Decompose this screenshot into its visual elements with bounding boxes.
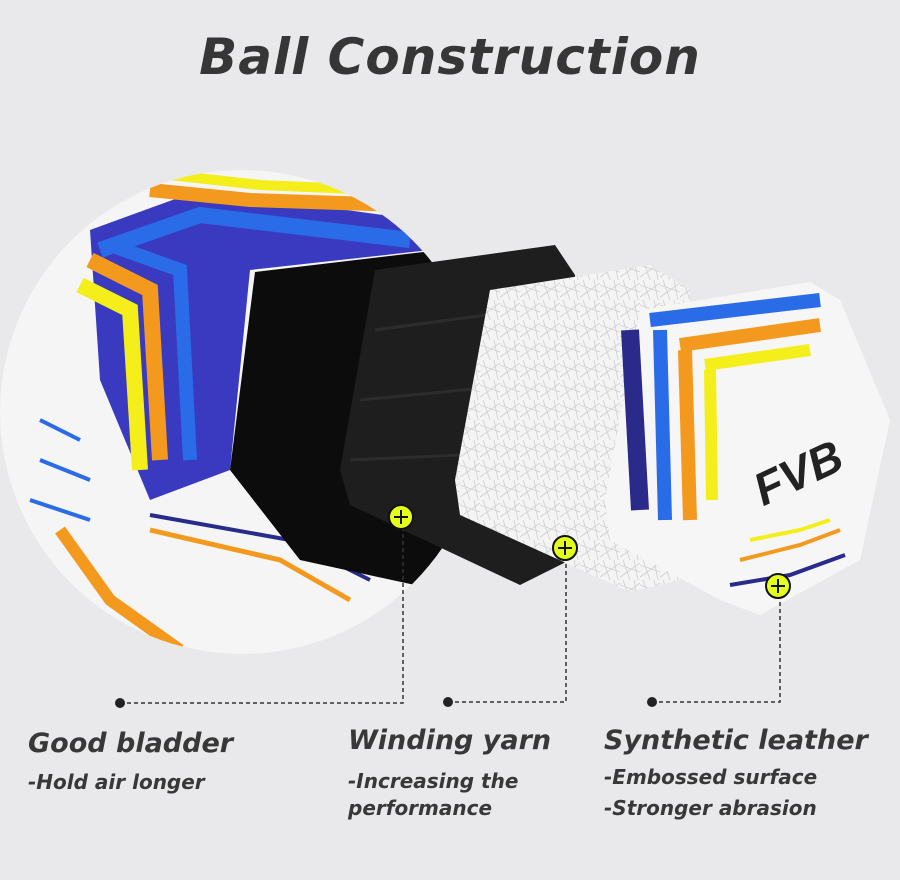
leather-desc-1: -Embossed surface: [604, 765, 818, 789]
leather-label: Synthetic leather -Embossed surface -Str…: [604, 725, 868, 822]
bladder-label: Good bladder -Hold air longer: [28, 728, 233, 796]
leader-dot: [443, 697, 453, 707]
yarn-label: Winding yarn -Increasing the performance: [348, 725, 551, 822]
yarn-desc-2: performance: [348, 796, 493, 820]
plus-marker-icon: [552, 535, 578, 561]
plus-marker-icon: [765, 573, 791, 599]
leather-desc-2: -Stronger abrasion: [604, 796, 817, 820]
bladder-title: Good bladder: [28, 728, 234, 759]
synthetic-leather-patch: FVB: [605, 282, 890, 615]
leader-dot: [647, 697, 657, 707]
leader-lines: [120, 530, 781, 704]
plus-marker-icon: [388, 504, 414, 530]
yarn-desc-1: -Increasing the: [348, 769, 519, 793]
page-title: Ball Construction: [199, 28, 701, 86]
bladder-desc: -Hold air longer: [28, 770, 205, 794]
yarn-title: Winding yarn: [348, 725, 552, 756]
leather-title: Synthetic leather: [604, 725, 868, 756]
leader-dot: [115, 698, 125, 708]
